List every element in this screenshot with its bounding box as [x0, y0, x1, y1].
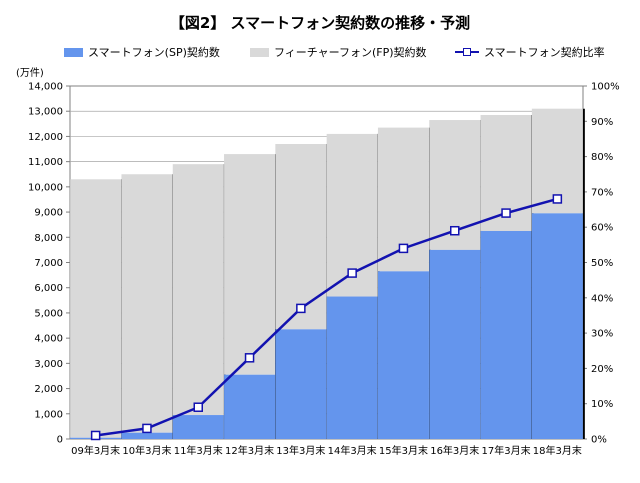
x-tick-label: 09年3月末: [71, 444, 120, 457]
legend-label-ratio: スマートフォン契約比率: [484, 46, 605, 59]
bar-fp: [70, 179, 122, 438]
ratio-line: [95, 197, 558, 437]
chart-title: 【図2】 スマートフォン契約数の推移・予測: [169, 14, 471, 32]
legend-item-sp: スマートフォン(SP)契約数: [64, 44, 220, 60]
bar-fp: [172, 164, 224, 416]
bar-sp: [121, 432, 173, 439]
y-right-tick-label: 100%: [591, 82, 620, 93]
ratio-marker: [398, 243, 409, 254]
x-tick-label: 13年3月末: [276, 444, 325, 457]
bar-fp: [224, 154, 276, 375]
y-left-tick-label: 10,000: [28, 182, 63, 193]
bar-sp: [275, 329, 327, 439]
y-right-tick-label: 0%: [591, 435, 607, 446]
bar-sp: [377, 271, 429, 439]
legend-swatch-ratio: [455, 46, 479, 58]
y-right-tick-label: 40%: [591, 293, 613, 304]
bar-sp: [224, 374, 276, 439]
bar-fp: [275, 143, 327, 330]
ratio-marker: [296, 303, 306, 314]
y-left-tick-label: 5,000: [34, 308, 63, 319]
y-left-tick-label: 6,000: [34, 283, 63, 294]
bar-fp: [121, 174, 173, 433]
ratio-marker: [450, 225, 460, 236]
bar-sp: [480, 230, 532, 439]
ratio-marker: [501, 208, 511, 218]
y-axis-unit-label: (万件): [16, 68, 44, 79]
ratio-marker: [244, 353, 255, 363]
y-right-tick-label: 90%: [591, 117, 613, 128]
y-left-tick-label: 4,000: [34, 334, 63, 345]
bar-sp: [172, 415, 224, 439]
x-tick-label: 17年3月末: [482, 444, 531, 457]
ratio-marker: [90, 430, 101, 441]
bar-sp: [429, 249, 481, 439]
y-left-tick-label: 14,000: [28, 82, 63, 93]
y-right-tick-label: 60%: [591, 223, 613, 234]
y-left-tick-label: 11,000: [28, 157, 63, 168]
y-left-tick-label: 0: [57, 435, 63, 446]
x-tick-label: 12年3月末: [225, 444, 274, 457]
y-right-tick-label: 70%: [591, 187, 613, 198]
x-tick-label: 18年3月末: [533, 444, 582, 457]
x-tick-label: 16年3月末: [430, 444, 479, 457]
y-right-tick-label: 10%: [591, 399, 613, 410]
ratio-marker: [142, 423, 152, 434]
x-tick-label: 15年3月末: [379, 444, 428, 457]
y-left-tick-label: 8,000: [34, 233, 63, 244]
y-right-tick-label: 30%: [591, 329, 613, 340]
legend-item-ratio: スマートフォン契約比率: [455, 44, 605, 60]
y-right-tick-label: 50%: [591, 258, 613, 269]
ratio-marker: [193, 402, 203, 412]
bar-sp: [326, 296, 378, 439]
y-left-tick-label: 2,000: [34, 384, 63, 395]
y-left-tick-label: 3,000: [34, 359, 63, 370]
bar-sp: [531, 213, 583, 439]
ratio-marker: [347, 268, 357, 278]
y-left-tick-label: 12,000: [28, 132, 63, 143]
legend-swatch-sp: [64, 47, 83, 57]
x-tick-label: 14年3月末: [328, 444, 377, 457]
y-left-tick-label: 13,000: [28, 107, 63, 118]
y-right-tick-label: 80%: [591, 152, 613, 163]
y-right-tick-label: 20%: [591, 364, 613, 375]
y-left-tick-label: 1,000: [34, 409, 63, 420]
legend-label-sp: スマートフォン(SP)契約数: [88, 46, 220, 59]
x-tick-label: 10年3月末: [122, 444, 171, 457]
y-left-tick-label: 7,000: [34, 258, 63, 269]
legend-swatch-fp: [250, 47, 269, 57]
ratio-marker: [552, 194, 563, 204]
x-tick-label: 11年3月末: [174, 444, 223, 457]
legend-label-fp: フィーチャーフォン(FP)契約数: [274, 46, 427, 59]
legend-item-fp: フィーチャーフォン(FP)契約数: [250, 44, 427, 60]
y-left-tick-label: 9,000: [34, 208, 63, 219]
